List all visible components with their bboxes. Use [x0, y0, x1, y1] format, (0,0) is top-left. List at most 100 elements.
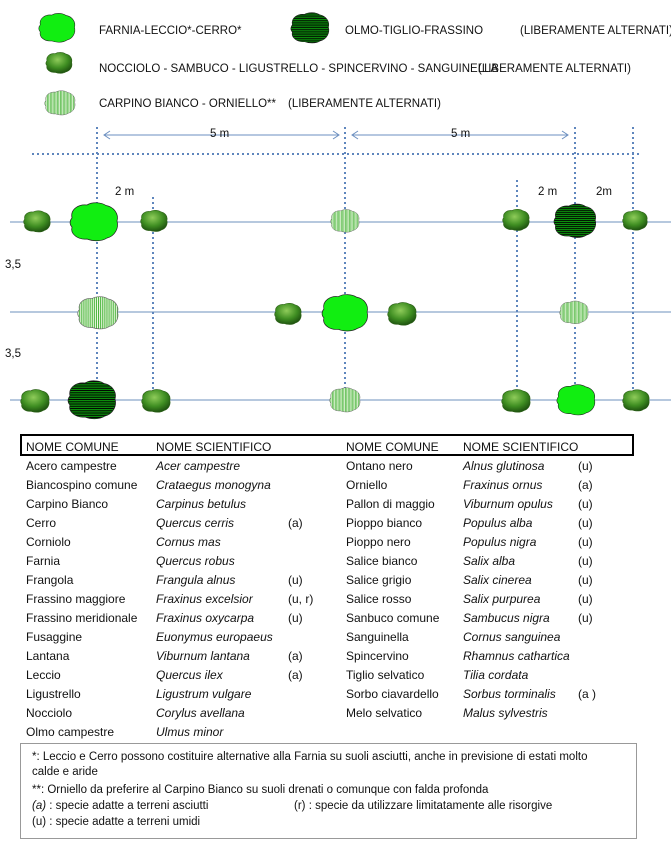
legend-shrub-icon — [45, 52, 73, 74]
table-left-common-name: Cerro — [26, 516, 57, 530]
table-left-common-name: Leccio — [26, 668, 61, 682]
table-left-common-name: Biancospino comune — [26, 478, 138, 492]
legend-label-farnia: FARNIA-LECCIO*-CERRO* — [99, 25, 242, 37]
note-springs: (r) : specie da utilizzare limitatamente… — [294, 800, 552, 812]
table-left-common-name: Lantana — [26, 649, 70, 663]
carpino-tree-icon — [77, 296, 119, 330]
dimension-5m-right: 5 m — [451, 128, 471, 140]
table-right-scientific-name: Tilia cordata — [463, 668, 529, 682]
legend-carpino-icon — [44, 90, 76, 116]
table-right-soil-code: (u) — [578, 573, 593, 587]
table-right-common-name: Pallon di maggio — [346, 497, 435, 511]
table-left-scientific-name: Cornus mas — [156, 535, 221, 549]
table-left-scientific-name: Ulmus minor — [156, 725, 224, 739]
dimension-2m-right-b: 2m — [596, 186, 612, 198]
table-right-scientific-name: Malus sylvestris — [463, 706, 548, 720]
table-left-common-name: Ligustrello — [26, 687, 81, 701]
olmo-tree-icon — [553, 203, 597, 238]
table-right-common-name: Orniello — [346, 478, 388, 492]
table-left-scientific-name: Corylus avellana — [156, 706, 245, 720]
table-left-common-name: Olmo campestre — [26, 725, 115, 739]
note-springs-symbol: (r) — [294, 800, 306, 812]
table-right-scientific-name: Salix cinerea — [463, 573, 532, 587]
note-2: **: Orniello da preferire al Carpino Bia… — [32, 784, 489, 796]
table-right-common-name: Pioppo nero — [346, 535, 411, 549]
table-right-scientific-name: Salix purpurea — [463, 592, 541, 606]
table-left-soil-code: (u) — [288, 573, 303, 587]
dimension-2m-right-a: 2 m — [538, 186, 558, 198]
note-dry-soil: (a) : specie adatte a terreni asciutti — [32, 800, 208, 812]
table-left-soil-code: (u) — [288, 611, 303, 625]
legend-extra-carpino: (LIBERAMENTE ALTERNATI) — [288, 98, 441, 110]
table-right-soil-code: (u) — [578, 497, 593, 511]
table-right-soil-code: (u) — [578, 535, 593, 549]
table-left-common-name: Frangola — [26, 573, 74, 587]
table-right-common-name: Salice grigio — [346, 573, 412, 587]
table-right-common-name: Pioppo bianco — [346, 516, 423, 530]
header-scientific-name-left: NOME SCIENTIFICO — [156, 440, 272, 454]
farnia-tree-icon — [69, 202, 118, 242]
row-2-plants — [77, 294, 589, 332]
table-right-common-name: Tiglio selvatico — [346, 668, 425, 682]
table-right-soil-code: (a) — [578, 478, 593, 492]
table-right-common-name: Sanguinella — [346, 630, 409, 644]
table-right-common-name: Sanbuco comune — [346, 611, 440, 625]
table-right-common-name: Salice bianco — [346, 554, 418, 568]
carpino-tree-icon — [330, 209, 360, 233]
carpino-tree-icon — [559, 300, 589, 325]
shrub-icon — [140, 209, 168, 232]
dimension-arrows — [103, 130, 569, 140]
header-common-name-left: NOME COMUNE — [26, 440, 119, 454]
table-left-scientific-name: Fraxinus oxycarpa — [156, 611, 255, 625]
legend-olmo-icon — [290, 12, 330, 44]
shrub-icon — [387, 302, 417, 326]
shrub-icon — [502, 208, 530, 231]
table-right-scientific-name: Sorbus torminalis — [463, 687, 556, 701]
legend-extra-olmo: (LIBERAMENTE ALTERNATI) — [520, 25, 671, 37]
planting-diagram — [10, 12, 671, 420]
table-right-scientific-name: Cornus sanguinea — [463, 630, 561, 644]
shrub-icon — [274, 302, 302, 325]
legend-label-shrubs: NOCCIOLO - SAMBUCO - LIGUSTRELLO - SPINC… — [99, 63, 499, 75]
note-dry-soil-text: : specie adatte a terreni asciutti — [46, 800, 209, 812]
table-right-scientific-name: Populus nigra — [463, 535, 537, 549]
table-right-soil-code: (u) — [578, 592, 593, 606]
species-table-header — [20, 434, 634, 456]
table-right-scientific-name: Sambucus nigra — [463, 611, 550, 625]
legend-farnia-icon — [38, 13, 76, 43]
row-1-plants — [23, 202, 648, 242]
farnia-tree-icon — [321, 294, 368, 332]
legend-label-carpino: CARPINO BIANCO - ORNIELLO** — [99, 98, 277, 110]
table-right-soil-code: (u) — [578, 459, 593, 473]
table-right-scientific-name: Salix alba — [463, 554, 516, 568]
table-left-scientific-name: Acer campestre — [156, 459, 241, 473]
shrub-icon — [20, 389, 50, 413]
table-left-soil-code: (u, r) — [288, 592, 314, 606]
shrub-icon — [23, 210, 51, 233]
table-left-common-name: Frassino meridionale — [26, 611, 138, 625]
table-left-common-name: Frassino maggiore — [26, 592, 126, 606]
legend-extra-shrubs: (LIBERAMENTE ALTERNATI) — [478, 63, 631, 75]
dimension-5m-left: 5 m — [210, 128, 230, 140]
note-1-line-2: calde e aride — [32, 766, 98, 778]
note-wet-soil: (u) : specie adatte a terreni umidi — [32, 816, 201, 828]
table-left-common-name: Fusaggine — [26, 630, 83, 644]
table-left-scientific-name: Euonymus europaeus — [156, 630, 273, 644]
row-spacing-2: 3,5 — [5, 348, 21, 360]
table-left-scientific-name: Viburnum lantana — [156, 649, 250, 663]
table-right-soil-code: (u) — [578, 516, 593, 530]
table-right-soil-code: (u) — [578, 611, 593, 625]
farnia-tree-icon — [556, 384, 596, 416]
table-left-common-name: Farnia — [26, 554, 61, 568]
table-left-soil-code: (a) — [288, 668, 303, 682]
notes-box: *: Leccio e Cerro possono costituire alt… — [20, 743, 637, 839]
table-right-soil-code: (u) — [578, 554, 593, 568]
table-left-common-name: Acero campestre — [26, 459, 117, 473]
table-left-scientific-name: Fraxinus excelsior — [156, 592, 253, 606]
table-left-scientific-name: Quercus robus — [156, 554, 235, 568]
table-right-common-name: Salice rosso — [346, 592, 412, 606]
table-left-scientific-name: Carpinus betulus — [156, 497, 247, 511]
table-right-common-name: Sorbo ciavardello — [346, 687, 439, 701]
table-left-scientific-name: Quercus cerris — [156, 516, 235, 530]
table-left-scientific-name: Ligustrum vulgare — [156, 687, 252, 701]
